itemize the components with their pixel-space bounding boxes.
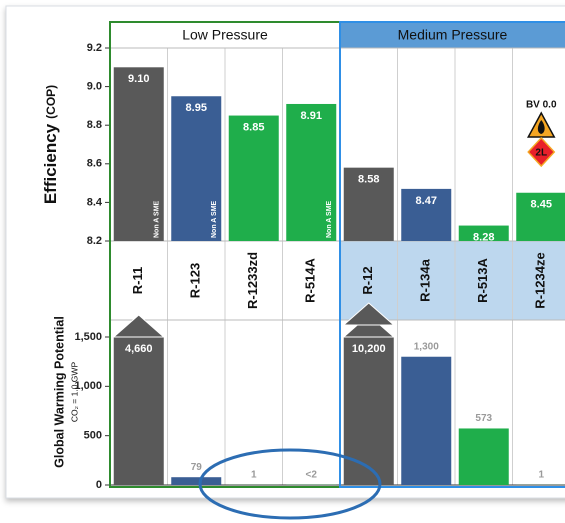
y-axis-title-main: Efficiency — [41, 123, 60, 204]
medium-header-bg — [340, 22, 565, 48]
value-label: 79 — [191, 462, 203, 473]
bar — [286, 103, 337, 241]
flame — [537, 120, 545, 134]
y-tick-label: 1,000 — [74, 380, 102, 392]
category-label: R-11 — [130, 267, 145, 294]
value-label: 8.91 — [301, 110, 322, 122]
y-tick-label: 8.6 — [87, 158, 102, 170]
value-label: <2 — [306, 469, 318, 480]
bar — [228, 115, 279, 241]
category-label: R-514A — [303, 257, 318, 302]
y-axis-subtitle: CO₂ = 1.0 GWP — [69, 362, 79, 423]
value-label: 8.45 — [531, 199, 552, 211]
medium-pressure-outline — [339, 21, 565, 488]
value-label: 8.28 — [473, 231, 494, 243]
group-header: Medium Pressure — [398, 27, 508, 43]
group-header: Low Pressure — [182, 27, 268, 43]
y-tick-label: 500 — [84, 430, 102, 442]
y-tick-label: 1,500 — [74, 331, 102, 343]
value-label: 8.85 — [243, 121, 264, 133]
y-tick-label: 8.2 — [87, 235, 102, 247]
value-label: 1 — [251, 470, 257, 481]
category-label: R-1233zd — [245, 252, 260, 309]
annotation: BV 0.0 — [526, 100, 557, 111]
bar-note: Non A SME — [326, 200, 333, 238]
overflow-chevron — [342, 314, 396, 338]
highlight-ellipse — [198, 448, 382, 520]
overflow-chevron — [342, 302, 396, 326]
annotation: 2L — [535, 148, 547, 159]
y-axis-title-unit: (COP) — [44, 85, 58, 119]
bar — [401, 356, 452, 485]
bar — [458, 428, 509, 485]
y-tick-label: 0 — [96, 479, 102, 491]
value-label: 8.95 — [186, 102, 207, 114]
y-tick-label: 9.0 — [87, 81, 102, 93]
y-axis-title: Global Warming Potential — [52, 316, 66, 468]
value-label: 1 — [538, 470, 544, 481]
category-label: R-12 — [360, 266, 375, 294]
bar-note: Non A SME — [154, 200, 161, 238]
value-label: 8.58 — [358, 174, 379, 186]
medium-category-bg — [340, 241, 565, 320]
bar — [401, 188, 452, 241]
y-tick-label: 8.8 — [87, 119, 102, 131]
y-axis-title: Efficiency (COP) — [41, 85, 60, 204]
bar — [458, 225, 509, 241]
value-label: 4,660 — [125, 343, 153, 355]
value-label: 573 — [475, 413, 492, 424]
value-label: 9.10 — [128, 73, 149, 85]
class-diamond — [527, 136, 556, 168]
category-label: R-513A — [475, 257, 490, 302]
value-label: 10,200 — [352, 343, 386, 355]
bar-note: Non A SME — [211, 200, 218, 238]
value-label: 1,300 — [414, 341, 439, 352]
bar — [171, 96, 222, 241]
value-label: 8.47 — [416, 195, 437, 207]
bar — [343, 337, 394, 485]
y-tick-label: 9.2 — [87, 42, 102, 54]
bar — [113, 67, 164, 241]
bar — [516, 192, 565, 241]
category-label: R-1234ze — [533, 252, 548, 308]
bar — [171, 477, 222, 485]
category-label: R-123 — [188, 263, 203, 298]
overflow-chevron — [112, 314, 166, 338]
bar — [113, 337, 164, 485]
bar — [343, 167, 394, 241]
y-tick-label: 8.4 — [87, 196, 103, 208]
category-label: R-134a — [418, 258, 433, 301]
